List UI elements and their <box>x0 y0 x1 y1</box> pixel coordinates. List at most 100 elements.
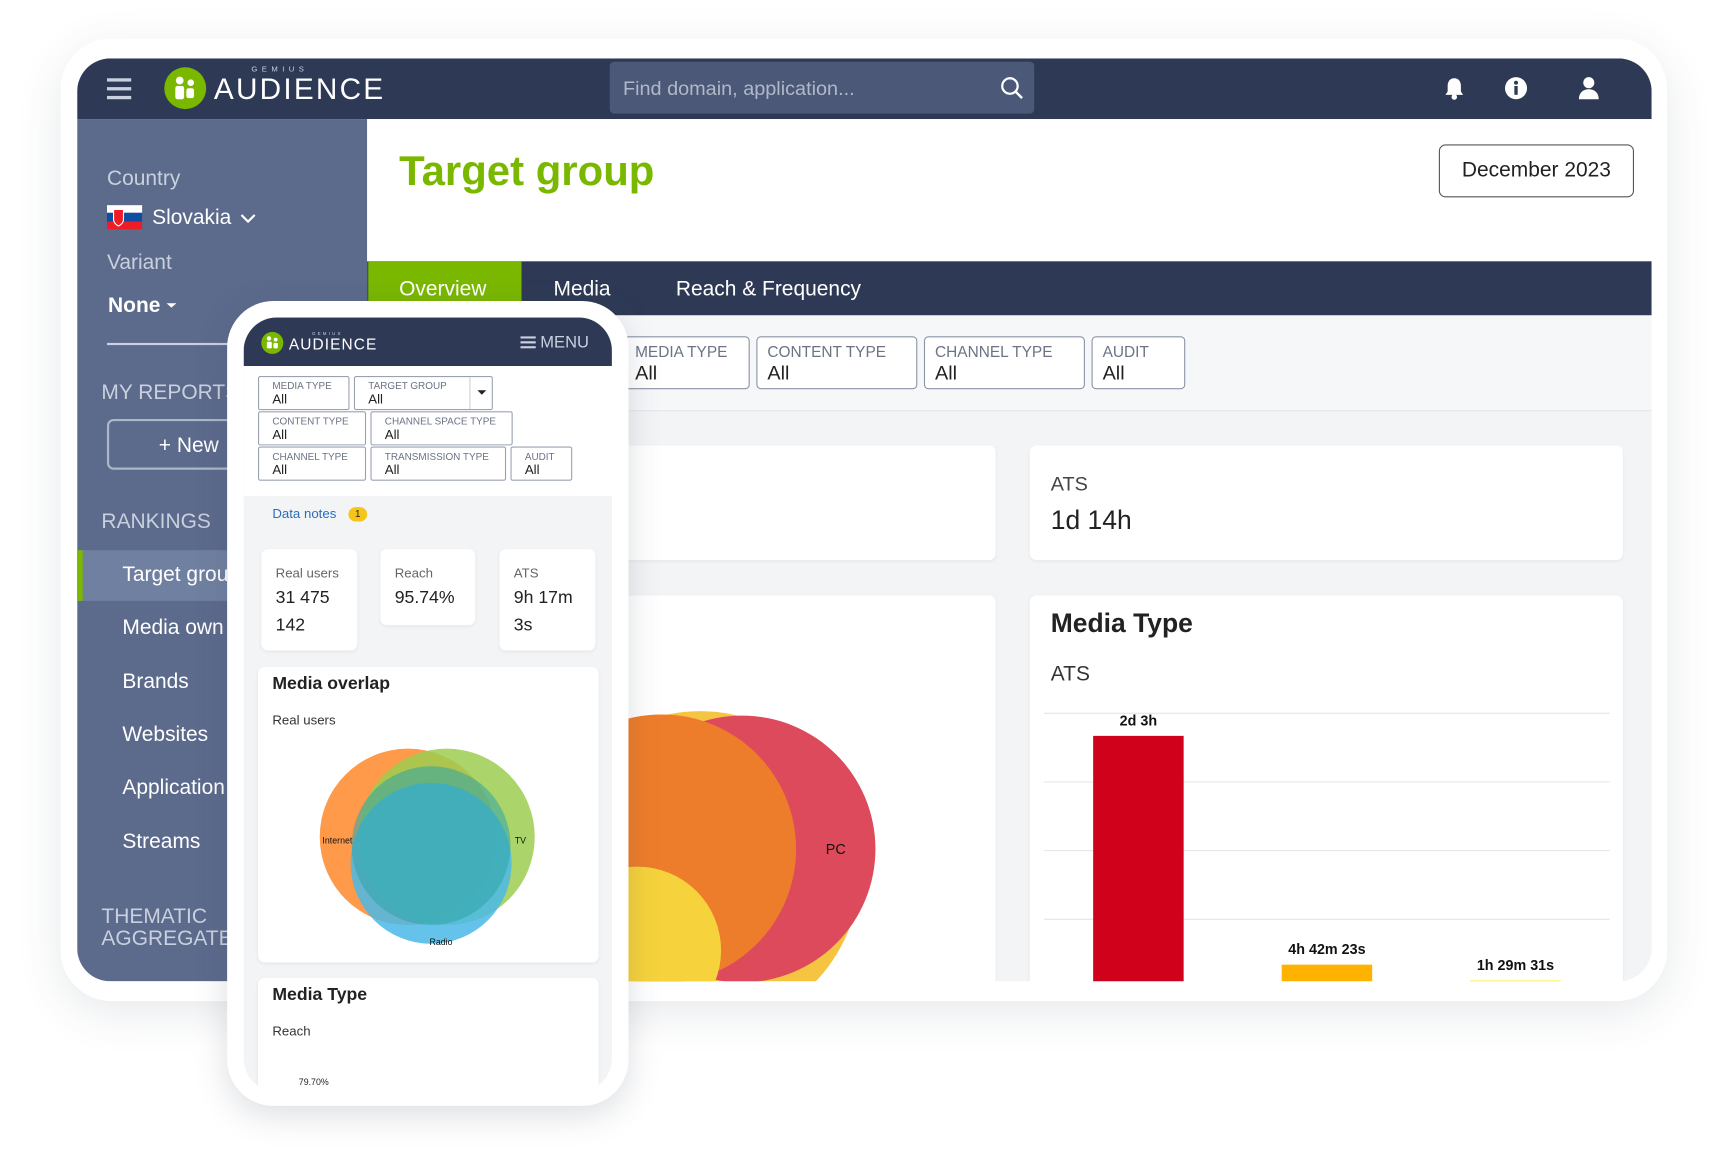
ats-card: ATS 1d 14h <box>1029 445 1623 561</box>
flag <box>106 205 143 230</box>
divider <box>106 342 339 346</box>
m-venn-circle <box>351 766 511 926</box>
country[interactable]: Slovakia <box>152 206 232 230</box>
m-overlap-subtitle: Real users <box>272 712 336 728</box>
tab[interactable]: Reach & Frequency <box>675 277 862 301</box>
sidebar-item[interactable]: Target grou <box>122 563 229 587</box>
filter-label: CHANNEL TYPE <box>934 342 1053 361</box>
search-box[interactable]: Find domain, application... <box>609 61 1035 114</box>
m-logo-sub: GEMIUS <box>312 330 343 337</box>
sidebar-item[interactable]: Media own <box>122 616 224 640</box>
m-filter-value: All <box>272 391 288 407</box>
m-stat-value: 31 475 142 <box>275 588 330 636</box>
m-filter-label: MEDIA TYPE <box>272 380 332 392</box>
country-label: Country <box>106 167 181 191</box>
sidebar-item[interactable]: Streams <box>122 829 201 853</box>
m-filter-value: All <box>384 426 400 443</box>
filter-value: All <box>1102 361 1125 384</box>
m-venn-label: Radio <box>430 937 453 947</box>
my-reports: MY REPORTS <box>101 381 240 405</box>
filter-label: AUDIT <box>1102 342 1149 361</box>
sidebar-item[interactable]: Websites <box>122 723 209 747</box>
ats-value: 1d 14h <box>1050 506 1132 536</box>
tab[interactable]: Media <box>553 277 611 301</box>
m-filter-label: CONTENT TYPE <box>272 415 349 427</box>
variant[interactable]: None <box>108 294 161 318</box>
m-filter[interactable]: MEDIA TYPE All <box>257 375 350 411</box>
sidebar-item[interactable]: Application <box>122 776 225 800</box>
m-stat-value: 9h 17m 3s <box>513 588 573 636</box>
page-header: Target group December 2023 <box>367 119 1652 262</box>
caret <box>166 303 177 308</box>
m-overlap-card: Media overlap Real users Internet TV Rad… <box>257 667 599 963</box>
m-venn-label: TV <box>515 836 526 846</box>
user-icon[interactable] <box>1577 76 1601 100</box>
m-menu[interactable]: MENU <box>540 332 589 352</box>
sidebar-item[interactable]: Brands <box>122 669 189 694</box>
phone-screen: GEMIUS AUDIENCE MENU MEDIA TYPE All TARGE… <box>243 317 612 1092</box>
new-button-text: + New <box>158 434 219 458</box>
rankings: RANKINGS <box>101 510 211 534</box>
logo-text: AUDIENCE <box>213 72 386 106</box>
filter-label: MEDIA TYPE <box>635 342 728 361</box>
info-icon[interactable] <box>1504 76 1528 100</box>
m-dropdown[interactable] <box>469 377 494 410</box>
chart-title: Media Type <box>1050 608 1193 639</box>
m-badge: 1 <box>348 507 368 522</box>
desktop-app: GEMIUS AUDIENCE Find domain, application… <box>77 58 1652 982</box>
date-button[interactable]: December 2023 <box>1438 144 1634 198</box>
logo-sub: GEMIUS <box>251 66 309 74</box>
m-top-bar: GEMIUS AUDIENCE MENU <box>243 317 612 367</box>
m-stat-label: Reach <box>394 565 433 582</box>
m-filter[interactable]: TARGET GROUP All <box>353 375 494 411</box>
filter[interactable]: CONTENT TYPE All <box>756 336 918 390</box>
m-stat-label: Real users <box>275 565 339 582</box>
thematic-1: THEMATIC <box>101 905 207 929</box>
m-filter[interactable]: CONTENT TYPE All <box>257 411 367 446</box>
ats-label: ATS <box>1050 472 1088 496</box>
m-data-notes[interactable]: Data notes <box>272 506 337 522</box>
m-menu-icon <box>520 336 536 349</box>
bell-icon[interactable] <box>1442 76 1466 100</box>
m-media-value-label: 79.70% <box>298 1077 329 1088</box>
m-media-title: Media Type <box>272 985 368 1005</box>
m-filter-label: AUDIT <box>524 450 555 462</box>
m-stat-value: 95.74% <box>394 588 455 608</box>
m-stat-card: ATS 9h 17m 3s <box>499 549 596 651</box>
m-filter-label: CHANNEL SPACE TYPE <box>384 415 497 427</box>
m-venn-label: Internet <box>322 836 352 846</box>
m-media-card: Media Type Reach 79.70% <box>257 977 599 1092</box>
m-filter[interactable]: CHANNEL TYPE All <box>257 446 367 481</box>
logo-icon <box>164 67 207 110</box>
m-stat-label: ATS <box>513 565 539 582</box>
m-filter[interactable]: TRANSMISSION TYPE All <box>370 446 507 481</box>
search-icon <box>1001 77 1023 99</box>
m-filter[interactable]: CHANNEL SPACE TYPE All <box>370 411 513 446</box>
m-filter-label: TRANSMISSION TYPE <box>384 450 489 462</box>
m-filter-label: CHANNEL TYPE <box>272 450 348 462</box>
m-filter-value: All <box>524 461 540 478</box>
menu-icon[interactable] <box>106 77 133 101</box>
m-filter-label: TARGET GROUP <box>368 380 447 392</box>
filter[interactable]: CHANNEL TYPE All <box>923 336 1085 390</box>
m-overlap-title: Media overlap <box>272 674 390 694</box>
venn-card <box>611 595 996 982</box>
filter-value: All <box>635 361 658 384</box>
m-stat-card: Reach 95.74% <box>380 549 476 626</box>
m-venn: Internet TV Radio <box>319 748 535 947</box>
chart-card: Media Type ATS <box>1029 595 1623 982</box>
m-logo: AUDIENCE <box>288 335 378 353</box>
m-filter[interactable]: AUDIT All <box>510 446 573 481</box>
filter[interactable]: MEDIA TYPE All <box>624 336 750 390</box>
m-filter-value: All <box>368 391 383 407</box>
filter[interactable]: AUDIT All <box>1091 336 1186 390</box>
tab[interactable]: Overview <box>399 277 487 301</box>
variant-label: Variant <box>106 251 172 275</box>
m-filter-value: All <box>272 426 288 443</box>
chart-subtitle: ATS <box>1050 662 1090 686</box>
m-filter-value: All <box>272 461 288 478</box>
filter-value: All <box>767 361 790 384</box>
phone: GEMIUS AUDIENCE MENU MEDIA TYPE All TARGE… <box>227 300 629 1106</box>
